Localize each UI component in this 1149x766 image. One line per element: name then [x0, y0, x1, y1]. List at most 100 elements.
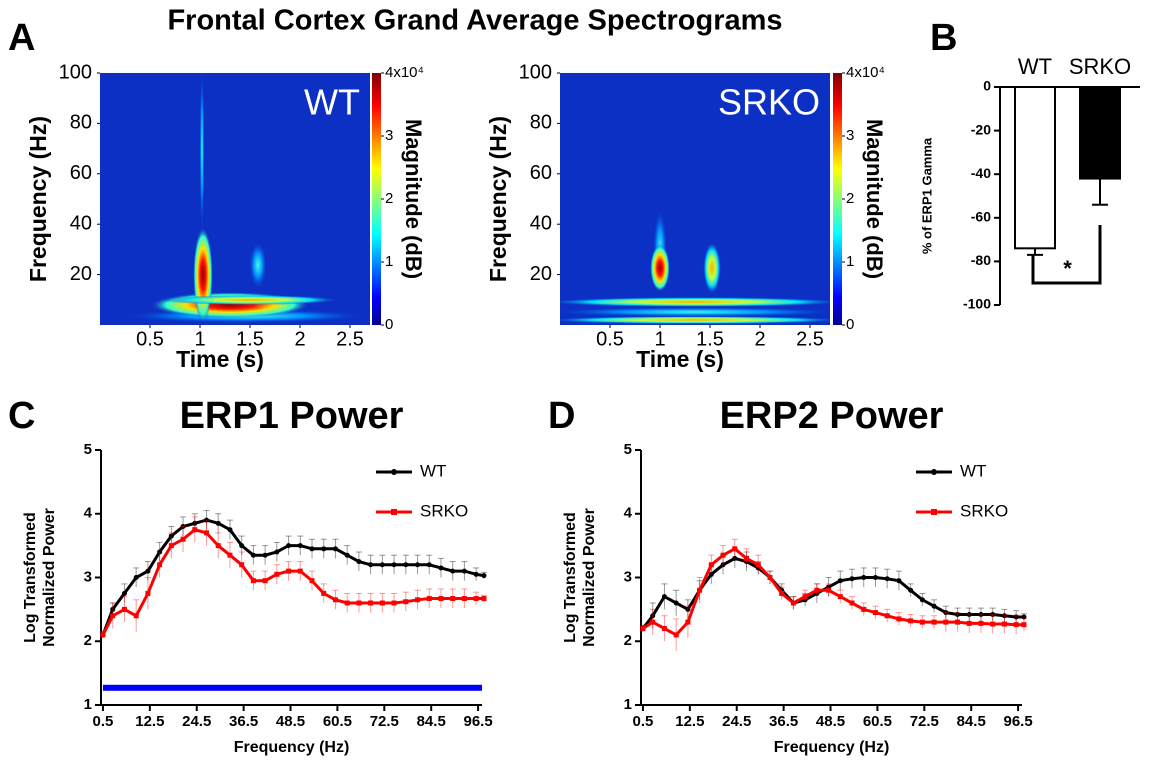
x-tick-label: 72.5 [370, 713, 399, 730]
data-point [297, 568, 303, 574]
data-point [286, 543, 292, 549]
data-point [426, 562, 432, 568]
y-tick-label: 3 [624, 568, 632, 585]
spectrogram-power [560, 307, 830, 317]
data-point [438, 565, 444, 571]
data-point [720, 562, 726, 568]
data-point [426, 596, 432, 602]
colorbar-tick-label: 2 [846, 190, 854, 207]
x-tick-label: 48.5 [276, 713, 305, 730]
y-tick-label: 20 [530, 263, 552, 285]
data-point [157, 549, 163, 555]
data-point [391, 600, 397, 606]
data-point [990, 611, 996, 617]
data-point [110, 606, 116, 612]
data-point [450, 596, 456, 602]
colorbar-tick-label: 1 [385, 253, 393, 270]
data-point [344, 552, 350, 558]
data-point [379, 600, 385, 606]
x-tick-label: 2 [754, 328, 765, 350]
data-point [919, 597, 925, 603]
series-line [101, 518, 485, 636]
data-point [708, 562, 714, 568]
legend-label: WT [420, 461, 446, 480]
x-tick-label: 84.5 [957, 713, 986, 730]
data-point [1021, 614, 1027, 620]
y-tick-label: 2 [624, 632, 632, 649]
x-tick-label: 1 [194, 328, 205, 350]
data-point [403, 562, 409, 568]
colorbar-tick-label: 0 [385, 316, 393, 333]
data-point [239, 562, 245, 568]
data-point [720, 552, 726, 558]
spectrogram-power [193, 227, 213, 323]
data-point [192, 527, 198, 533]
data-point [708, 571, 714, 577]
y-tick-label: -40 [971, 165, 991, 181]
data-point [955, 611, 961, 617]
data-point [262, 552, 268, 558]
y-tick-label: -20 [971, 121, 991, 137]
data-point [685, 619, 691, 625]
bar [1014, 86, 1056, 250]
data-point [332, 546, 338, 552]
data-point [978, 611, 984, 617]
colorbar-tick-label: 0 [846, 316, 854, 333]
y-tick-label: 5 [624, 441, 632, 458]
data-point [1001, 621, 1007, 627]
data-point [673, 600, 679, 606]
x-axis-label: Frequency (Hz) [234, 739, 350, 756]
y-tick-label: 5 [84, 441, 92, 458]
legend-marker [391, 469, 397, 475]
spectrogram-power [650, 244, 670, 292]
x-tick-label: 12.5 [135, 713, 164, 730]
data-point [239, 543, 245, 549]
data-point [227, 527, 233, 533]
y-tick-label: -60 [971, 209, 991, 225]
x-tick-label: 1.5 [696, 328, 724, 350]
y-axis-label: % of ERP1 Gamma [919, 137, 934, 254]
data-point [133, 613, 139, 619]
colorbar-tick-label: 4x10⁴ [385, 64, 424, 81]
data-point [204, 517, 210, 523]
y-tick-label: 60 [70, 162, 92, 184]
data-point [943, 610, 949, 616]
x-tick-label: 1.5 [236, 328, 264, 350]
data-point [966, 620, 972, 626]
panel-annotation: SRKO [718, 82, 820, 123]
y-tick-label: 20 [70, 263, 92, 285]
data-point [379, 562, 385, 568]
data-point [180, 524, 186, 529]
category-label: SRKO [1069, 54, 1131, 79]
y-tick-label: 100 [59, 61, 92, 83]
data-point [344, 600, 350, 606]
colorbar-tick-label: 1 [846, 253, 854, 270]
x-tick-label: 12.5 [675, 713, 704, 730]
spectrogram-power [560, 316, 830, 324]
y-tick-label: 1 [84, 696, 92, 713]
y-tick-label: 4 [84, 505, 93, 522]
x-axis-label: Time (s) [636, 346, 724, 372]
colorbar-label: Magnitude (dB) [862, 119, 887, 279]
data-point [145, 590, 151, 596]
data-point [826, 587, 832, 593]
y-axis-label: Frequency (Hz) [25, 116, 51, 282]
data-point [227, 552, 233, 558]
data-point [931, 619, 937, 625]
data-point [908, 618, 914, 624]
x-tick-label: 60.5 [863, 713, 892, 730]
x-tick-label: 2.5 [336, 328, 364, 350]
data-point [180, 536, 186, 542]
colorbar-tick-label: 2 [385, 190, 393, 207]
spectrogram [100, 73, 370, 325]
data-point [872, 610, 878, 616]
data-point [215, 520, 221, 526]
x-tick-label: 0.5 [136, 328, 164, 350]
data-point [896, 578, 902, 584]
y-axis-label: Log Transformed [562, 512, 579, 643]
spectrogram-power [160, 295, 340, 305]
data-point [415, 597, 421, 603]
legend-label: SRKO [960, 501, 1008, 520]
data-point [133, 575, 139, 580]
